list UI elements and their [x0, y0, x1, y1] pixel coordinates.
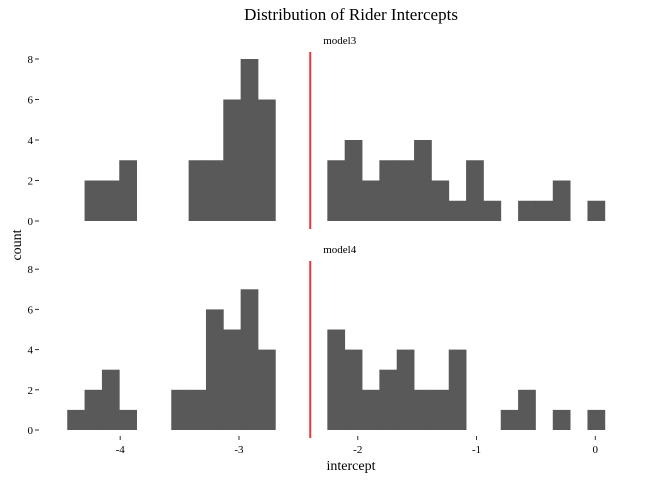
x-tick-label: -3 [234, 444, 244, 456]
histogram-bar [84, 180, 103, 221]
y-tick-label: 6 [28, 304, 34, 316]
histogram-bar [396, 349, 415, 430]
histogram-bar [466, 160, 484, 221]
histogram-bar [205, 160, 224, 221]
facet-panel-model3: model3 0 2 4 6 8 [28, 35, 606, 229]
histogram-bar [101, 180, 120, 221]
histogram-bar [223, 99, 242, 221]
histogram-bar [362, 389, 380, 430]
histogram-bar [257, 99, 276, 221]
y-tick-label: 4 [28, 135, 34, 147]
histogram-bar [119, 409, 137, 430]
histogram-bar [188, 160, 207, 221]
y-tick-label: 8 [28, 264, 34, 276]
histogram-bar [362, 180, 380, 221]
histogram-bar [552, 409, 571, 430]
histogram-bar [84, 389, 103, 430]
histogram-bar [448, 349, 467, 430]
histogram-bar [327, 329, 346, 430]
y-tick-label: 2 [28, 176, 34, 188]
y-tick-label: 6 [28, 95, 34, 107]
histogram-bar [240, 59, 259, 221]
histogram-bar [587, 409, 606, 430]
facet-strip-label: model3 [323, 35, 356, 47]
histogram-bar [257, 349, 276, 430]
histogram-bar [379, 160, 398, 221]
x-axis-title: intercept [327, 459, 376, 474]
y-tick-label: 8 [28, 54, 34, 66]
y-tick-label: 4 [28, 345, 34, 357]
histogram-bar [344, 349, 363, 430]
histogram-bar [119, 160, 137, 221]
histogram-bar [500, 409, 519, 430]
histogram-bar [67, 409, 85, 430]
chart-title: Distribution of Rider Intercepts [244, 5, 458, 24]
histogram-bar [518, 389, 536, 430]
facet-panels: model3 0 2 4 6 8 model4 0 2 4 6 8 [28, 35, 606, 438]
histogram-bar [327, 160, 346, 221]
histogram-bar [448, 200, 467, 221]
histogram-bar [535, 200, 554, 221]
histogram-bar [240, 289, 259, 430]
histogram-bar [223, 329, 242, 430]
histogram-bar [431, 180, 450, 221]
histogram-bar [101, 369, 120, 430]
x-axis: -4 -3 -2 -1 0 [116, 436, 599, 456]
histogram-bar [171, 389, 190, 430]
y-tick-label: 0 [28, 216, 34, 228]
y-tick-label: 0 [28, 425, 34, 437]
x-tick-label: -1 [472, 444, 481, 456]
histogram-bar [344, 140, 363, 221]
x-tick-label: -2 [353, 444, 362, 456]
facet-panel-model4: model4 0 2 4 6 8 [28, 244, 606, 438]
x-tick-label: -4 [116, 444, 126, 456]
y-axis-title: count [10, 229, 25, 260]
histogram-bar [518, 200, 536, 221]
histogram-bar [396, 160, 415, 221]
histogram-bar [188, 389, 207, 430]
histogram-bar [483, 200, 502, 221]
y-tick-label: 2 [28, 385, 34, 397]
histogram-bar [414, 140, 432, 221]
histogram-bar [552, 180, 571, 221]
histogram-bar [587, 200, 606, 221]
histogram-bar [414, 389, 432, 430]
x-tick-label: 0 [593, 444, 599, 456]
facet-strip-label: model4 [323, 244, 356, 256]
histogram-bar [205, 309, 224, 430]
histogram-bar [431, 389, 450, 430]
histogram-bar [379, 369, 398, 430]
